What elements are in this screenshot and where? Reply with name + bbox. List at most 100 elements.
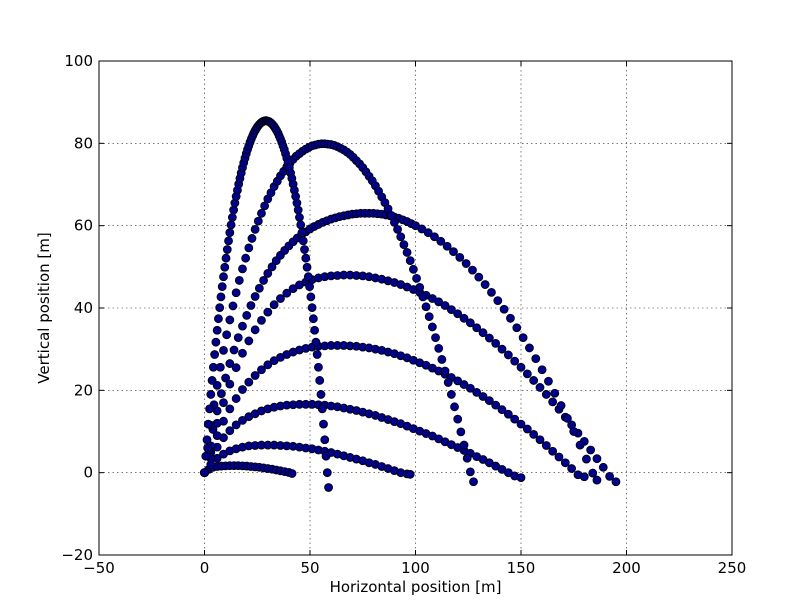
data-point [512,323,522,333]
data-point [211,337,221,347]
data-point [238,348,247,358]
data-point [225,359,235,368]
data-point [415,283,425,292]
data-point [227,213,237,222]
x-tick-labels: −50 0 50 100 150 200 250 [83,559,746,577]
y-tick-label: 100 [64,52,93,70]
data-point [201,451,211,461]
data-point [440,301,450,310]
data-point [461,259,471,268]
data-point [459,440,469,450]
data-point [611,477,621,487]
data-point [316,390,326,399]
data-point [282,288,292,298]
data-point [437,355,447,364]
data-point [305,282,314,291]
data-point [216,292,226,302]
data-point [297,228,307,238]
y-tick-label: 20 [74,381,93,399]
data-point [308,314,318,324]
data-point [399,240,409,250]
data-point [269,300,279,310]
data-point [541,390,551,399]
data-point [241,253,251,263]
data-point [455,252,465,262]
data-point [208,362,218,372]
data-point [421,302,431,312]
data-point [263,360,273,370]
data-point [449,247,458,257]
data-point [224,236,233,246]
data-point [497,405,507,415]
axis-ticks [98,60,733,556]
data-point [548,397,558,407]
data-point [221,373,231,383]
data-point [423,228,433,238]
data-point [537,365,547,375]
data-point [436,236,446,246]
data-point [298,236,308,246]
data-point [592,475,602,485]
data-point [402,248,412,257]
data-point [312,350,322,359]
data-point [307,303,317,312]
data-point [442,241,452,251]
data-point [443,378,453,387]
data-point [225,426,235,436]
trajectory-series [200,116,333,492]
data-point [250,292,260,301]
data-point [544,376,553,386]
data-point [550,388,560,398]
trajectory-series [200,341,589,482]
data-point [575,440,585,450]
x-tick-label: 0 [200,559,210,577]
data-point [263,307,273,317]
data-point [408,264,418,274]
data-point [588,468,598,478]
data-point [431,333,440,343]
data-point [238,321,247,331]
data-point [263,269,273,278]
data-point [396,232,406,242]
data-point [254,283,264,293]
data-point [222,330,232,340]
data-point [491,338,501,348]
data-point [217,282,227,291]
data-point [412,273,421,283]
data-point [522,424,532,434]
data-point [303,272,313,282]
data-point [244,377,254,387]
data-point [405,256,415,266]
x-axis-label: Horizontal position [m] [330,578,502,596]
data-point [531,354,541,364]
data-point [529,376,539,385]
data-point [257,208,266,218]
data-point [418,292,428,302]
data-point [205,404,214,414]
x-tick-label: 50 [300,559,319,577]
data-point [434,343,444,353]
data-point [212,325,222,335]
data-point [474,272,484,282]
data-point [456,427,466,437]
data-point [506,313,515,323]
data-point [231,394,241,403]
data-point [465,383,475,393]
data-point [225,404,235,414]
x-tick-label: 250 [718,559,747,577]
y-axis-label: Vertical position [m] [35,232,53,383]
data-point [250,224,260,234]
y-tick-label: 0 [83,464,93,482]
data-point [310,325,320,335]
data-point [315,376,325,385]
data-point [554,452,564,462]
data-point [301,253,311,263]
data-point [203,443,213,453]
data-point [221,253,231,263]
data-point [427,322,437,332]
data-point [499,304,509,314]
data-point [560,458,570,468]
data-point [231,363,241,373]
